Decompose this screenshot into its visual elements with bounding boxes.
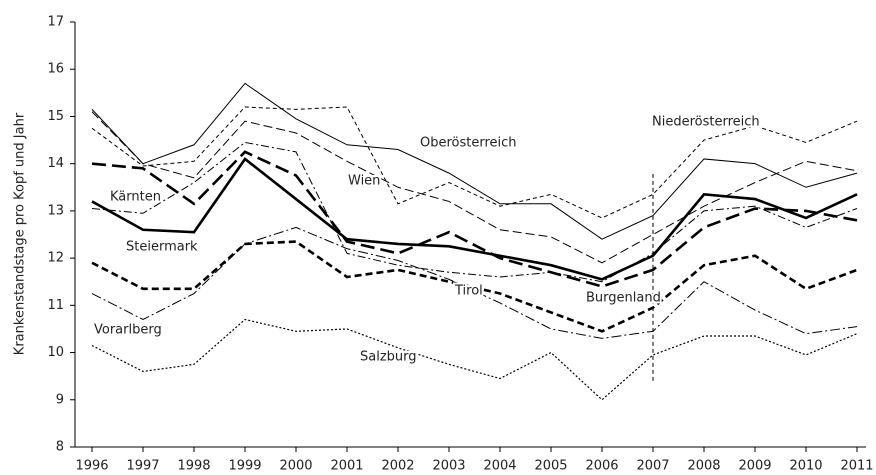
y-tick-label: 17 bbox=[47, 15, 64, 30]
series-label: Oberösterreich bbox=[420, 136, 517, 151]
series-label: Kärnten bbox=[110, 190, 161, 205]
series-label: Tirol bbox=[454, 284, 483, 299]
y-tick-label: 8 bbox=[56, 440, 64, 455]
x-tick-label: 2010 bbox=[789, 459, 822, 474]
x-tick-label: 2007 bbox=[636, 459, 669, 474]
y-axis-label: Krankenstandstage pro Kopf und Jahr bbox=[13, 112, 28, 355]
y-tick-label: 13 bbox=[47, 203, 64, 218]
series-line bbox=[91, 111, 858, 264]
y-tick-label: 11 bbox=[47, 298, 64, 313]
x-tick-label: 1996 bbox=[75, 459, 108, 474]
series-line bbox=[91, 318, 858, 401]
y-tick-label: 14 bbox=[47, 156, 64, 171]
series-line bbox=[91, 82, 858, 240]
series-label: Salzburg bbox=[360, 350, 417, 365]
series-label: Niederösterreich bbox=[652, 115, 760, 130]
x-tick-label: 2002 bbox=[381, 459, 414, 474]
y-tick-label: 15 bbox=[47, 109, 64, 124]
x-tick-label: 2000 bbox=[279, 459, 312, 474]
y-tick-label: 16 bbox=[47, 62, 64, 77]
series-line bbox=[91, 157, 858, 281]
series-line bbox=[91, 106, 858, 219]
series-label: Steiermark bbox=[126, 240, 198, 255]
x-tick-label: 2009 bbox=[738, 459, 771, 474]
series-line bbox=[91, 226, 858, 339]
y-tick-label: 10 bbox=[47, 345, 64, 360]
series-line bbox=[91, 150, 858, 288]
series-label: Burgenland bbox=[586, 291, 661, 306]
series-label: Vorarlberg bbox=[94, 323, 162, 338]
series-line bbox=[91, 240, 858, 333]
x-tick-label: 2011 bbox=[840, 459, 873, 474]
x-tick-label: 2008 bbox=[687, 459, 720, 474]
x-tick-label: 2006 bbox=[585, 459, 618, 474]
x-tick-label: 2001 bbox=[330, 459, 363, 474]
y-tick-label: 9 bbox=[56, 392, 64, 407]
series-label: Wien bbox=[348, 174, 380, 189]
x-tick-label: 1999 bbox=[228, 459, 261, 474]
x-tick-label: 2005 bbox=[534, 459, 567, 474]
x-tick-label: 1997 bbox=[126, 459, 159, 474]
y-tick-label: 12 bbox=[47, 251, 64, 266]
series-line bbox=[91, 141, 858, 283]
x-tick-label: 2003 bbox=[432, 459, 465, 474]
x-tick-label: 2004 bbox=[483, 459, 516, 474]
x-tick-label: 1998 bbox=[177, 459, 210, 474]
